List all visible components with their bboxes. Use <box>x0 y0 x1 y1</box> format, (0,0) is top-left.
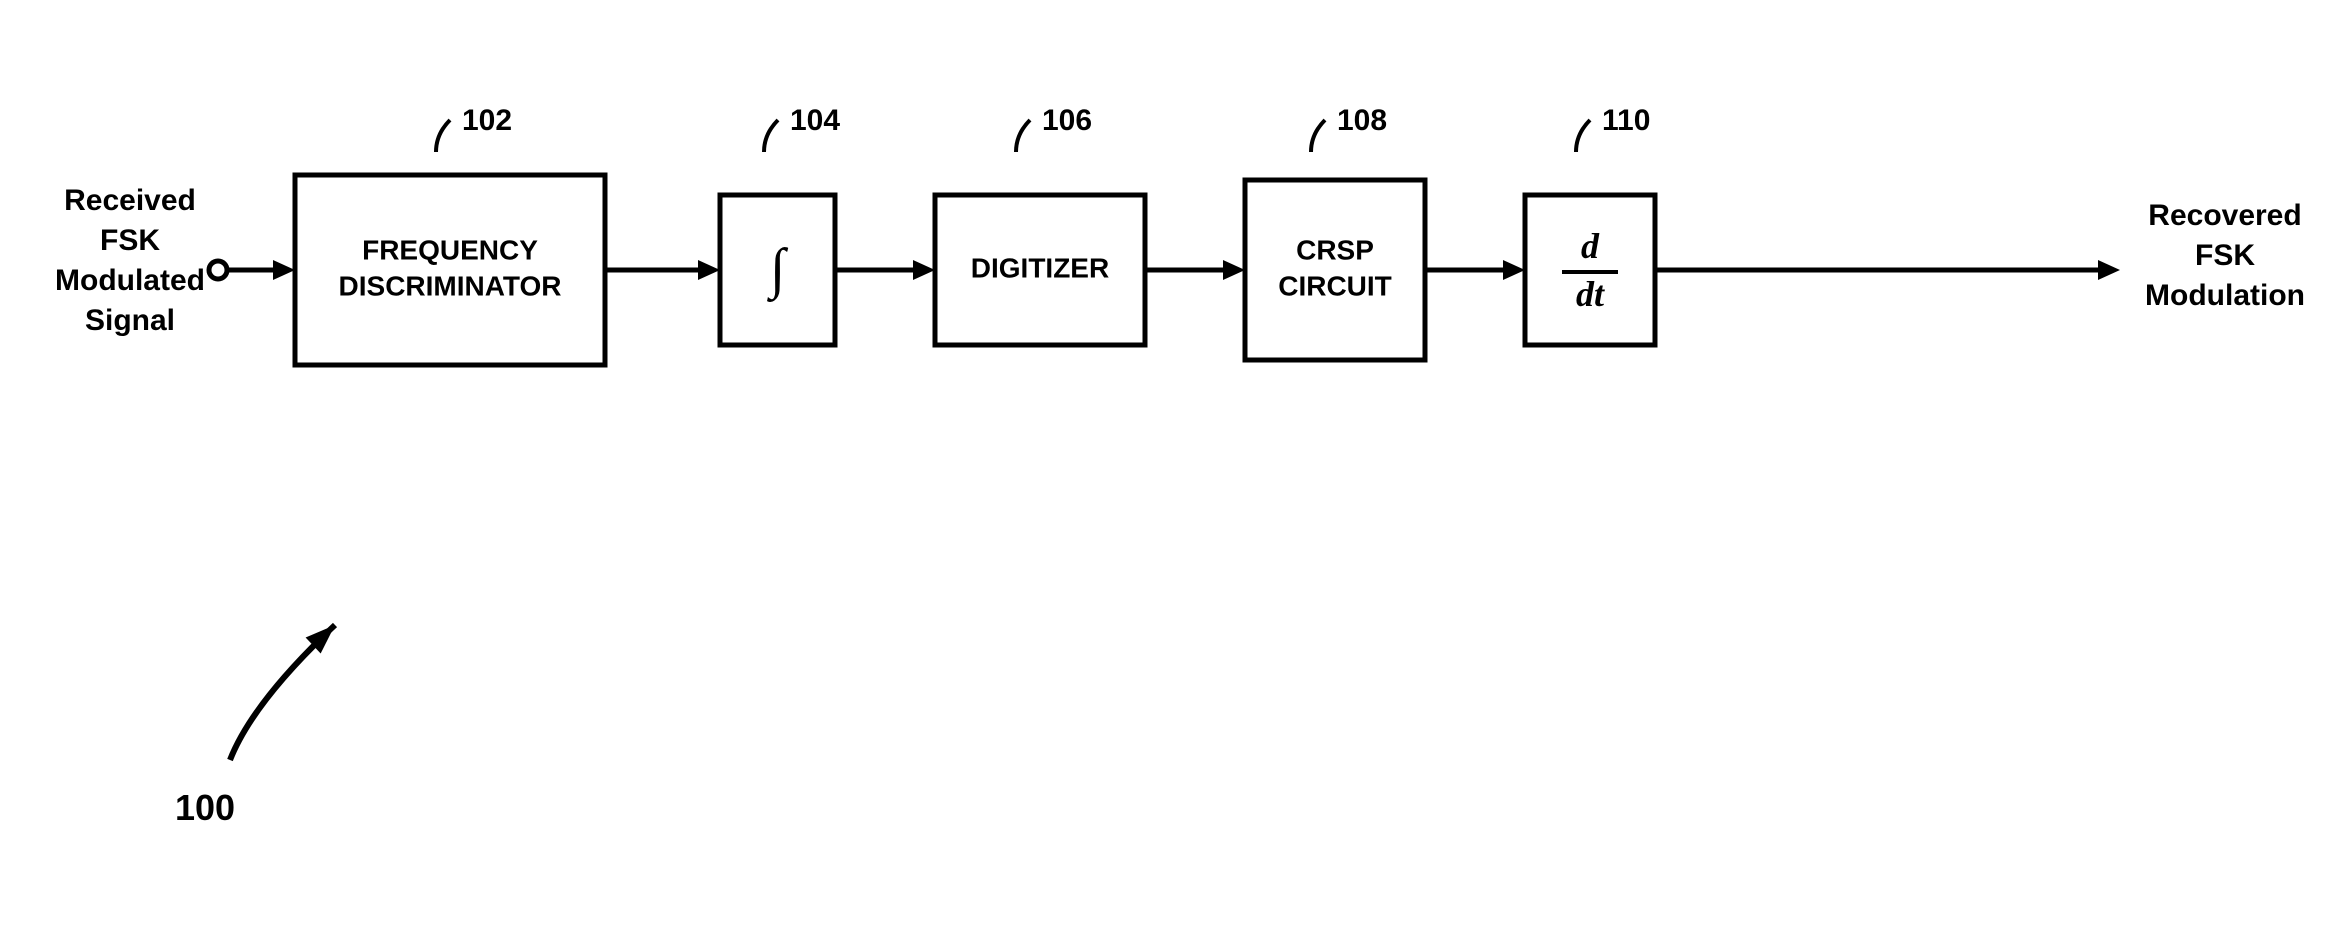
arrowhead-icon <box>273 260 295 280</box>
output-signal-label: Modulation <box>2145 279 2305 312</box>
reference-tick <box>1311 120 1325 152</box>
block-crsp-label: CIRCUIT <box>1278 270 1392 301</box>
reference-number: 102 <box>462 104 512 137</box>
figure-reference-number: 100 <box>175 787 235 828</box>
block-freq_disc-label: FREQUENCY <box>362 234 538 265</box>
input-signal-label: Received <box>64 184 196 217</box>
reference-tick <box>1576 120 1590 152</box>
input-signal-label: Modulated <box>55 264 205 297</box>
reference-tick <box>436 120 450 152</box>
reference-tick <box>1016 120 1030 152</box>
block-crsp-label: CRSP <box>1296 234 1374 265</box>
output-signal-label: Recovered <box>2148 199 2301 232</box>
arrowhead-icon <box>913 260 935 280</box>
derivative-numerator: d <box>1581 226 1600 266</box>
arrowhead-icon <box>2098 260 2120 280</box>
arrowhead-icon <box>698 260 720 280</box>
arrowhead-icon <box>1223 260 1245 280</box>
input-port <box>209 261 227 279</box>
reference-tick <box>764 120 778 152</box>
derivative-denominator: dt <box>1576 274 1605 314</box>
reference-number: 106 <box>1042 104 1092 137</box>
reference-number: 110 <box>1602 104 1650 137</box>
block-freq_disc-label: DISCRIMINATOR <box>339 270 562 301</box>
reference-number: 104 <box>790 104 840 137</box>
output-signal-label: FSK <box>2195 239 2255 272</box>
reference-number: 108 <box>1337 104 1387 137</box>
arrowhead-icon <box>1503 260 1525 280</box>
input-signal-label: FSK <box>100 224 160 257</box>
block-digitizer-label: DIGITIZER <box>971 252 1109 283</box>
input-signal-label: Signal <box>85 304 175 337</box>
